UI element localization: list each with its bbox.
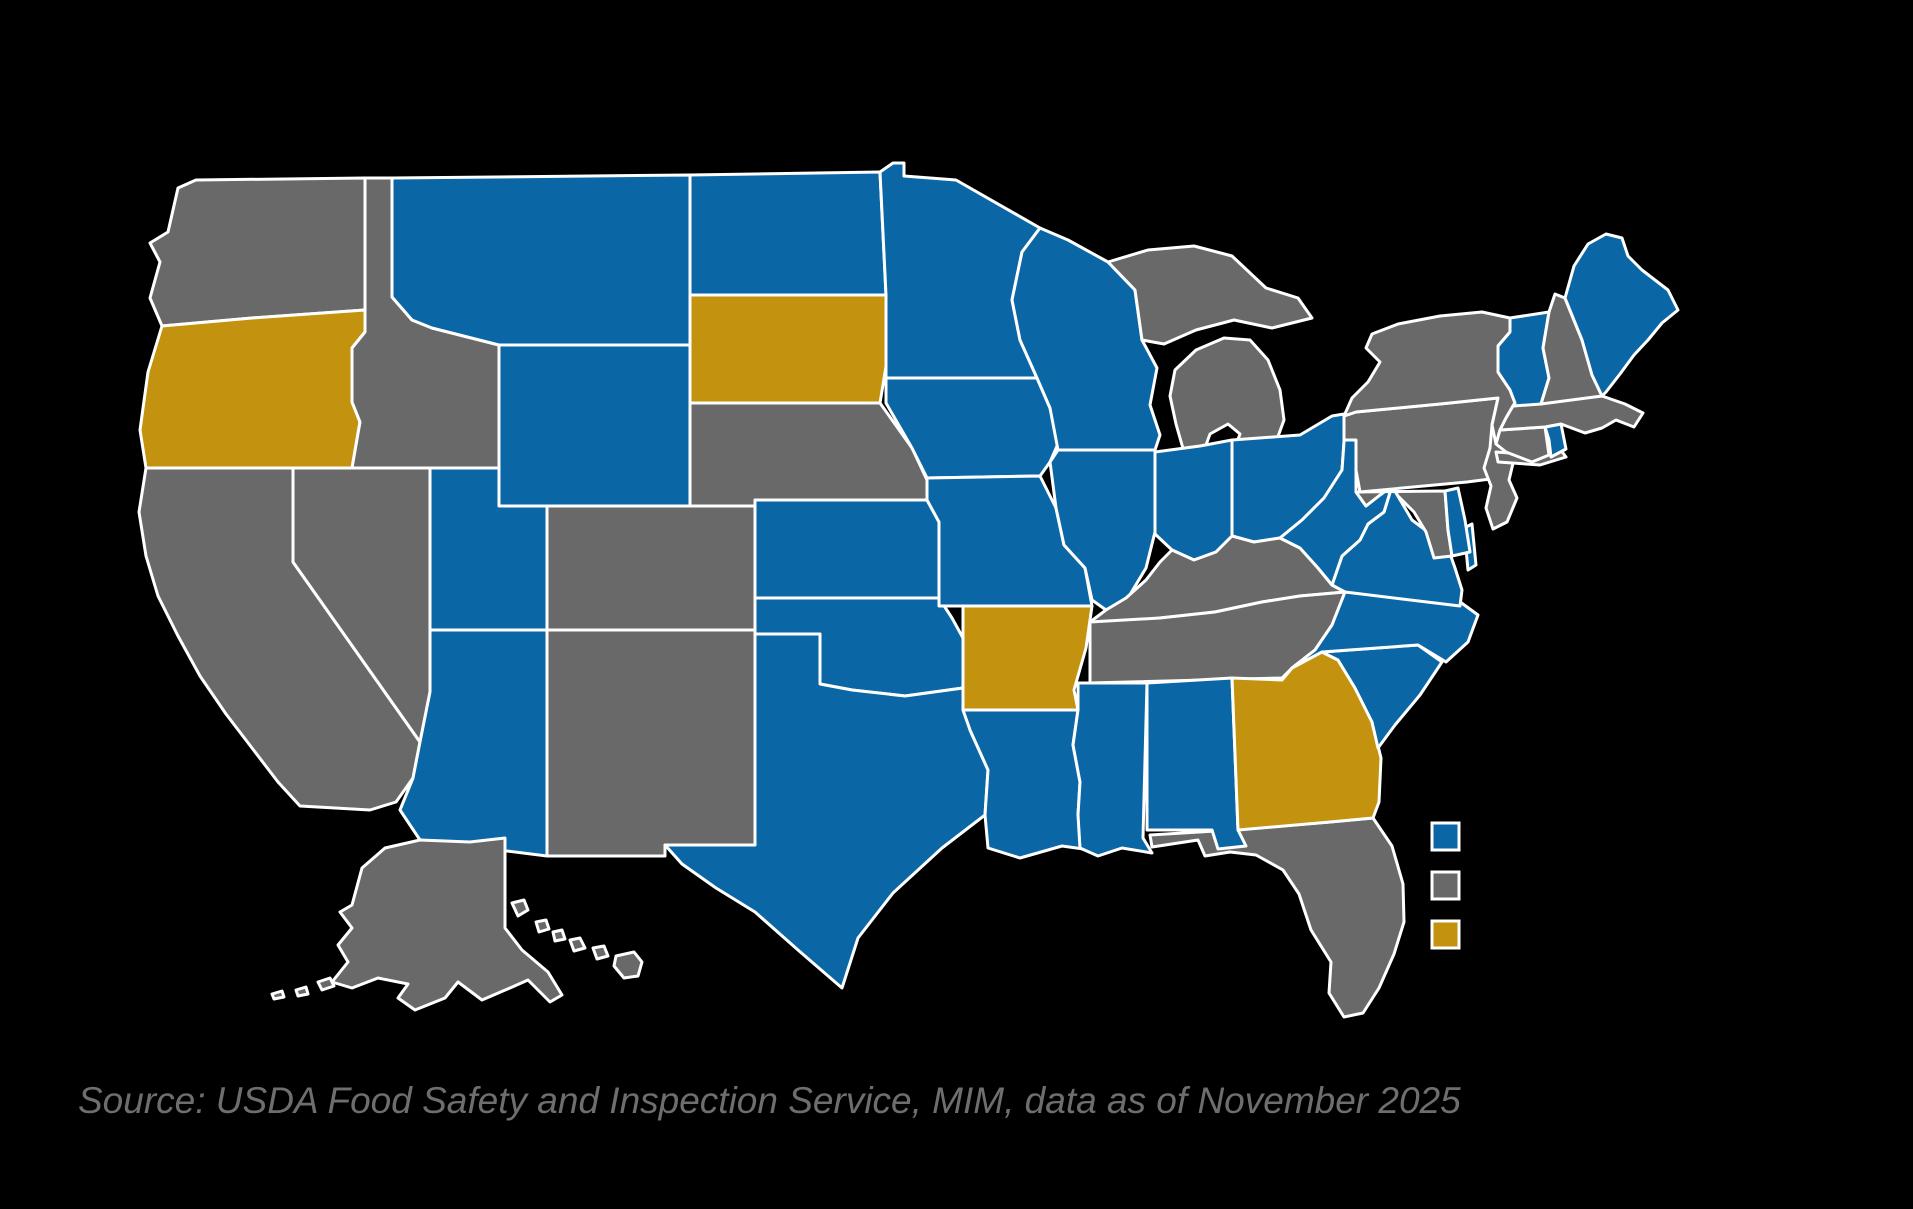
states-layer <box>137 161 1680 1019</box>
source-attribution: Source: USDA Food Safety and Inspection … <box>78 1080 1461 1121</box>
state-oregon <box>138 308 367 470</box>
state-washington <box>148 176 367 328</box>
state-mississippi <box>1071 681 1154 858</box>
state-alabama <box>1145 676 1248 851</box>
state-south-dakota <box>688 293 894 405</box>
legend <box>1430 821 1461 950</box>
state-delaware <box>1443 486 1472 558</box>
state-kansas <box>753 498 941 600</box>
state-hawaii <box>510 898 644 980</box>
state-new-mexico <box>545 628 757 858</box>
state-colorado <box>545 504 757 632</box>
state-north-dakota <box>688 170 888 297</box>
legend-swatch-gray <box>1430 870 1461 901</box>
state-arkansas <box>961 604 1094 712</box>
state-indiana <box>1153 438 1234 562</box>
state-north-carolina <box>1290 590 1480 670</box>
state-maine <box>1563 232 1680 398</box>
state-alaska <box>270 836 564 1012</box>
legend-swatch-blue <box>1430 821 1461 852</box>
state-texas <box>663 632 990 990</box>
state-minnesota <box>878 161 1042 380</box>
state-wisconsin <box>1010 226 1162 452</box>
state-florida <box>1148 816 1406 1019</box>
state-wyoming <box>497 343 692 508</box>
state-montana <box>390 173 692 347</box>
legend-swatch-gold <box>1430 919 1461 950</box>
state-nebraska <box>688 401 929 508</box>
